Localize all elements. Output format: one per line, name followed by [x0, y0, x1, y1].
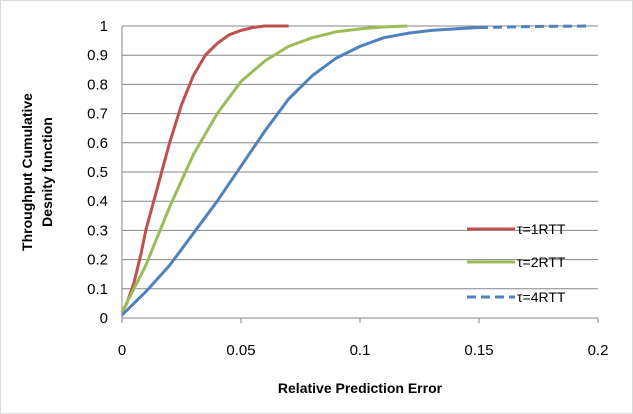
y-tick-label: 0.1 — [87, 281, 108, 298]
legend-label: τ=2RTT — [517, 254, 566, 270]
series-line-tau4-solid — [120, 26, 480, 317]
y-tick-label: 0.4 — [87, 193, 108, 210]
y-tick-label: 0.3 — [87, 222, 108, 239]
x-axis-title: Relative Prediction Error — [278, 380, 443, 396]
y-axis-title: Throughput Cumulative Desnity function — [19, 93, 55, 251]
legend-label: τ=4RTT — [517, 289, 566, 305]
y-axis-title-line-2: Desnity function — [39, 117, 55, 227]
legend: τ=1RTT τ=2RTT τ=4RTT — [467, 221, 566, 305]
series-line-2 — [120, 24, 408, 313]
legend-label: τ=1RTT — [517, 221, 566, 237]
y-tick-label: 0.8 — [87, 76, 108, 93]
y-tick-label: 1 — [100, 18, 108, 35]
x-tick-label: 0.05 — [226, 342, 255, 359]
x-tick-label: 0 — [118, 342, 126, 359]
y-tick-label: 0.7 — [87, 106, 108, 123]
x-tick-label: 0.1 — [350, 342, 371, 359]
series-line-1 — [120, 24, 289, 313]
series-line-tau4-dashed — [478, 24, 587, 29]
x-tick-label: 0.2 — [588, 342, 609, 359]
gridlines — [122, 25, 598, 290]
y-tick-label: 0.2 — [87, 252, 108, 269]
y-axis-title-line-1: Throughput Cumulative — [19, 93, 35, 251]
x-tick-label: 0.15 — [464, 342, 493, 359]
y-tick-label: 0.6 — [87, 135, 108, 152]
y-tick-label: 0.9 — [87, 47, 108, 64]
axes: 0 0.1 0.2 0.3 0.4 0.5 0.6 0.7 0.8 0.9 1 0 0.05 0.1 0.1… — [87, 18, 608, 359]
y-tick-label: 0 — [100, 310, 108, 327]
y-tick-label: 0.5 — [87, 164, 108, 181]
series-lines — [120, 24, 587, 317]
